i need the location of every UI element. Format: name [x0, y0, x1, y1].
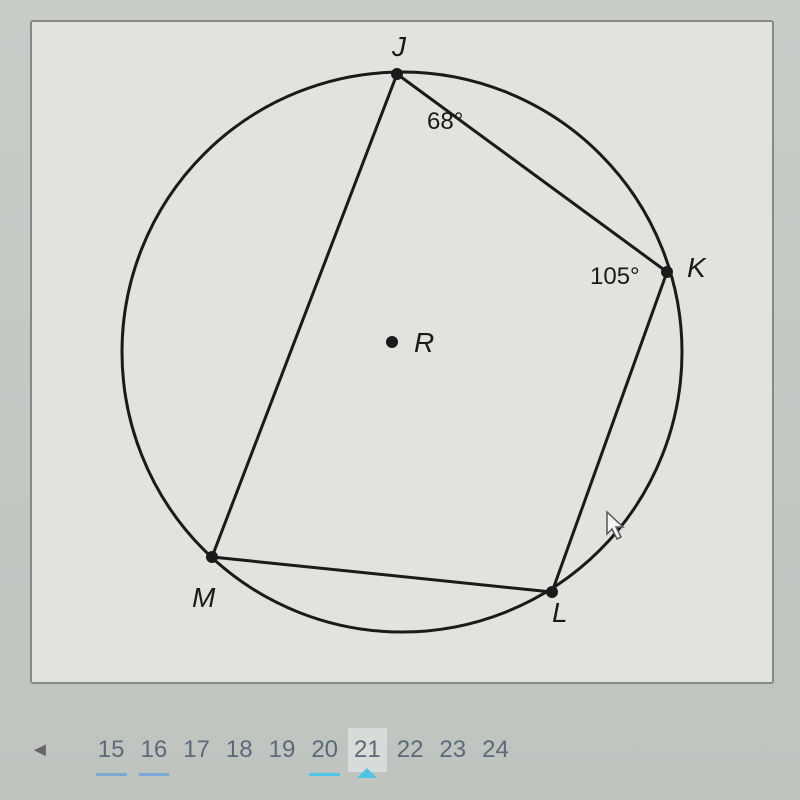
point-k — [661, 266, 673, 278]
nav-page-19[interactable]: 19 — [263, 728, 302, 772]
nav-page-15[interactable]: 15 — [92, 728, 131, 772]
geometry-diagram: J K L M R 68° 105° — [32, 22, 772, 682]
nav-page-24[interactable]: 24 — [476, 728, 515, 772]
point-j — [391, 68, 403, 80]
cursor-icon — [607, 512, 623, 539]
edge-mj — [212, 74, 397, 557]
nav-page-22[interactable]: 22 — [391, 728, 430, 772]
angle-k: 105° — [590, 263, 640, 290]
figure-container: J K L M R 68° 105° — [30, 20, 774, 684]
label-m: M — [192, 582, 216, 613]
point-r — [386, 336, 398, 348]
nav-page-23[interactable]: 23 — [433, 728, 472, 772]
edge-kl — [552, 272, 667, 592]
nav-page-20[interactable]: 20 — [305, 728, 344, 772]
label-j: J — [391, 31, 407, 62]
label-k: K — [687, 252, 707, 283]
label-r: R — [414, 327, 434, 358]
edge-lm — [212, 557, 552, 592]
nav-page-16[interactable]: 16 — [135, 728, 174, 772]
nav-prev-arrow[interactable]: ◄ — [30, 739, 50, 762]
nav-page-18[interactable]: 18 — [220, 728, 259, 772]
nav-page-21[interactable]: 21 — [348, 728, 387, 772]
nav-page-17[interactable]: 17 — [177, 728, 216, 772]
circle-r — [122, 72, 682, 632]
angle-j: 68° — [427, 108, 463, 135]
page-navigation: ◄ 15 16 17 18 19 20 21 22 23 24 — [0, 720, 800, 780]
point-m — [206, 551, 218, 563]
label-l: L — [552, 597, 568, 628]
